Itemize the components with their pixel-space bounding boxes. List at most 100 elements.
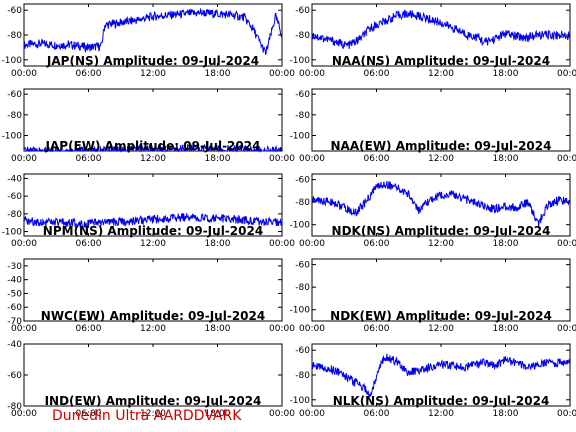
y-tick-label: -80 [7,31,22,41]
panel-title: NLK(NS) Amplitude: 09-Jul-2024 [333,394,550,408]
x-tick-label: 00:00 [557,69,576,79]
x-tick-label: 06:00 [364,239,390,249]
x-tick-label: 18:00 [205,324,231,334]
y-tick-label: -60 [7,303,22,313]
panel-5: 00:00 06:00 12:00 18:00 00:00-100-80-60-40NP… [2,173,295,249]
panel-7: 00:00 06:00 12:00 18:00 00:00-70-60-50-40-30… [7,258,295,334]
series-trace [311,9,571,50]
y-tick-label: -60 [295,346,310,356]
x-tick-label: 00:00 [299,324,325,334]
panel-4: 00:00 06:00 12:00 18:00 00:00 -100 -80 -60 NAA(E… [290,88,576,164]
y-tick-label: -60 [295,90,310,100]
x-tick-label: 00:00 [269,409,295,419]
y-tick-label: -40 [7,174,22,184]
x-tick-label: 00:00 [269,154,295,164]
y-tick-label: -80 [295,198,310,208]
panel-9: 00:00 06:00 12:00 18:00 00:00-80-60-40IND(EW… [7,340,295,419]
x-tick-label: 18:00 [205,409,231,419]
x-tick-label: 18:00 [493,239,519,249]
panel-1: 00:00 06:00 12:00 18:00 00:00 -100 -80 -60 JAP(N… [2,3,295,79]
x-tick-label: 18:00 [493,69,519,79]
x-tick-label: 12:00 [140,154,166,164]
x-tick-label: 00:00 [11,409,37,419]
y-tick-label: -80 [7,111,22,121]
y-tick-label: -60 [295,6,310,16]
x-tick-label: 06:00 [76,324,102,334]
y-tick-label: -100 [2,56,23,66]
x-tick-label: 12:00 [140,69,166,79]
y-tick-label: -80 [7,210,22,220]
x-tick-label: 00:00 [557,239,576,249]
y-tick-label: -80 [295,31,310,41]
x-tick-label: 00:00 [557,154,576,164]
x-tick-label: 12:00 [428,324,454,334]
x-tick-label: 06:00 [76,239,102,249]
x-tick-label: 00:00 [269,239,295,249]
x-tick-label: 00:00 [557,324,576,334]
panel-title: NDK(EW) Amplitude: 09-Jul-2024 [330,309,552,323]
x-tick-label: 12:00 [428,239,454,249]
x-tick-label: 18:00 [493,409,519,419]
x-tick-label: 18:00 [205,239,231,249]
panel-3: 00:00 06:00 12:00 18:00 00:00 -100 -80 -60 JAP(E… [2,88,295,164]
x-tick-label: 18:00 [493,324,519,334]
x-tick-label: 12:00 [140,409,166,419]
y-tick-label: -80 [295,283,310,293]
y-tick-label: -100 [290,306,311,316]
x-tick-label: 00:00 [557,409,576,419]
x-tick-label: 18:00 [205,69,231,79]
x-tick-label: 06:00 [76,69,102,79]
x-tick-label: 00:00 [11,154,37,164]
panel-title: NDK(NS) Amplitude: 09-Jul-2024 [332,224,551,238]
y-tick-label: -80 [295,111,310,121]
x-tick-label: 00:00 [269,69,295,79]
x-tick-label: 00:00 [269,324,295,334]
y-tick-label: -40 [7,276,22,286]
x-tick-label: 12:00 [140,324,166,334]
y-tick-label: -50 [7,289,22,299]
x-tick-label: 12:00 [140,239,166,249]
panel-title: NAA(EW) Amplitude: 09-Jul-2024 [331,139,552,153]
x-tick-label: 12:00 [428,154,454,164]
series-trace [311,353,571,398]
panel-10: 00:00 06:00 12:00 18:00 00:00 -100 -80 -60 NLK(N… [290,343,576,419]
y-tick-label: -80 [7,402,22,412]
y-tick-label: -100 [2,132,23,142]
y-tick-label: -100 [290,56,311,66]
y-tick-label: -100 [290,396,311,406]
x-tick-label: 00:00 [299,154,325,164]
panel-6: 00:00 06:00 12:00 18:00 00:00 -100 -80 -60 NDK(N… [290,173,576,249]
x-tick-label: 18:00 [493,154,519,164]
y-tick-label: -100 [290,221,311,231]
y-tick-label: -60 [7,371,22,381]
x-tick-label: 06:00 [76,409,102,419]
x-tick-label: 06:00 [364,324,390,334]
y-tick-label: -100 [290,132,311,142]
panel-title: JAP(NS) Amplitude: 09-Jul-2024 [46,54,259,68]
x-tick-label: 00:00 [299,409,325,419]
panel-8: 00:00 06:00 12:00 18:00 00:00 -100 -80 -60 NDK(E… [290,258,576,334]
x-tick-label: 00:00 [11,324,37,334]
panel-title: NAA(NS) Amplitude: 09-Jul-2024 [332,54,550,68]
x-tick-label: 06:00 [364,69,390,79]
x-tick-label: 12:00 [428,69,454,79]
series-trace [23,7,283,55]
panel-title: IND(EW) Amplitude: 09-Jul-2024 [45,394,262,408]
footer-credit: Dunedin Ultra AARDDVARK [52,408,242,424]
panel-2: 00:00 06:00 12:00 18:00 00:00 -100 -80 -60 NAA(N… [290,3,576,79]
panel-title: NWC(EW) Amplitude: 09-Jul-2024 [41,309,265,323]
x-tick-label: 00:00 [11,239,37,249]
y-tick-label: -80 [295,371,310,381]
x-tick-label: 12:00 [428,409,454,419]
x-tick-label: 06:00 [364,409,390,419]
y-tick-label: -100 [2,228,23,238]
series-trace [23,213,283,230]
x-tick-label: 00:00 [11,69,37,79]
x-tick-label: 00:00 [299,69,325,79]
x-tick-label: 18:00 [205,154,231,164]
y-tick-label: -70 [7,317,22,327]
x-tick-label: 06:00 [76,154,102,164]
y-tick-label: -60 [295,261,310,271]
panel-title: NPM(NS) Amplitude: 09-Jul-2024 [43,224,263,238]
